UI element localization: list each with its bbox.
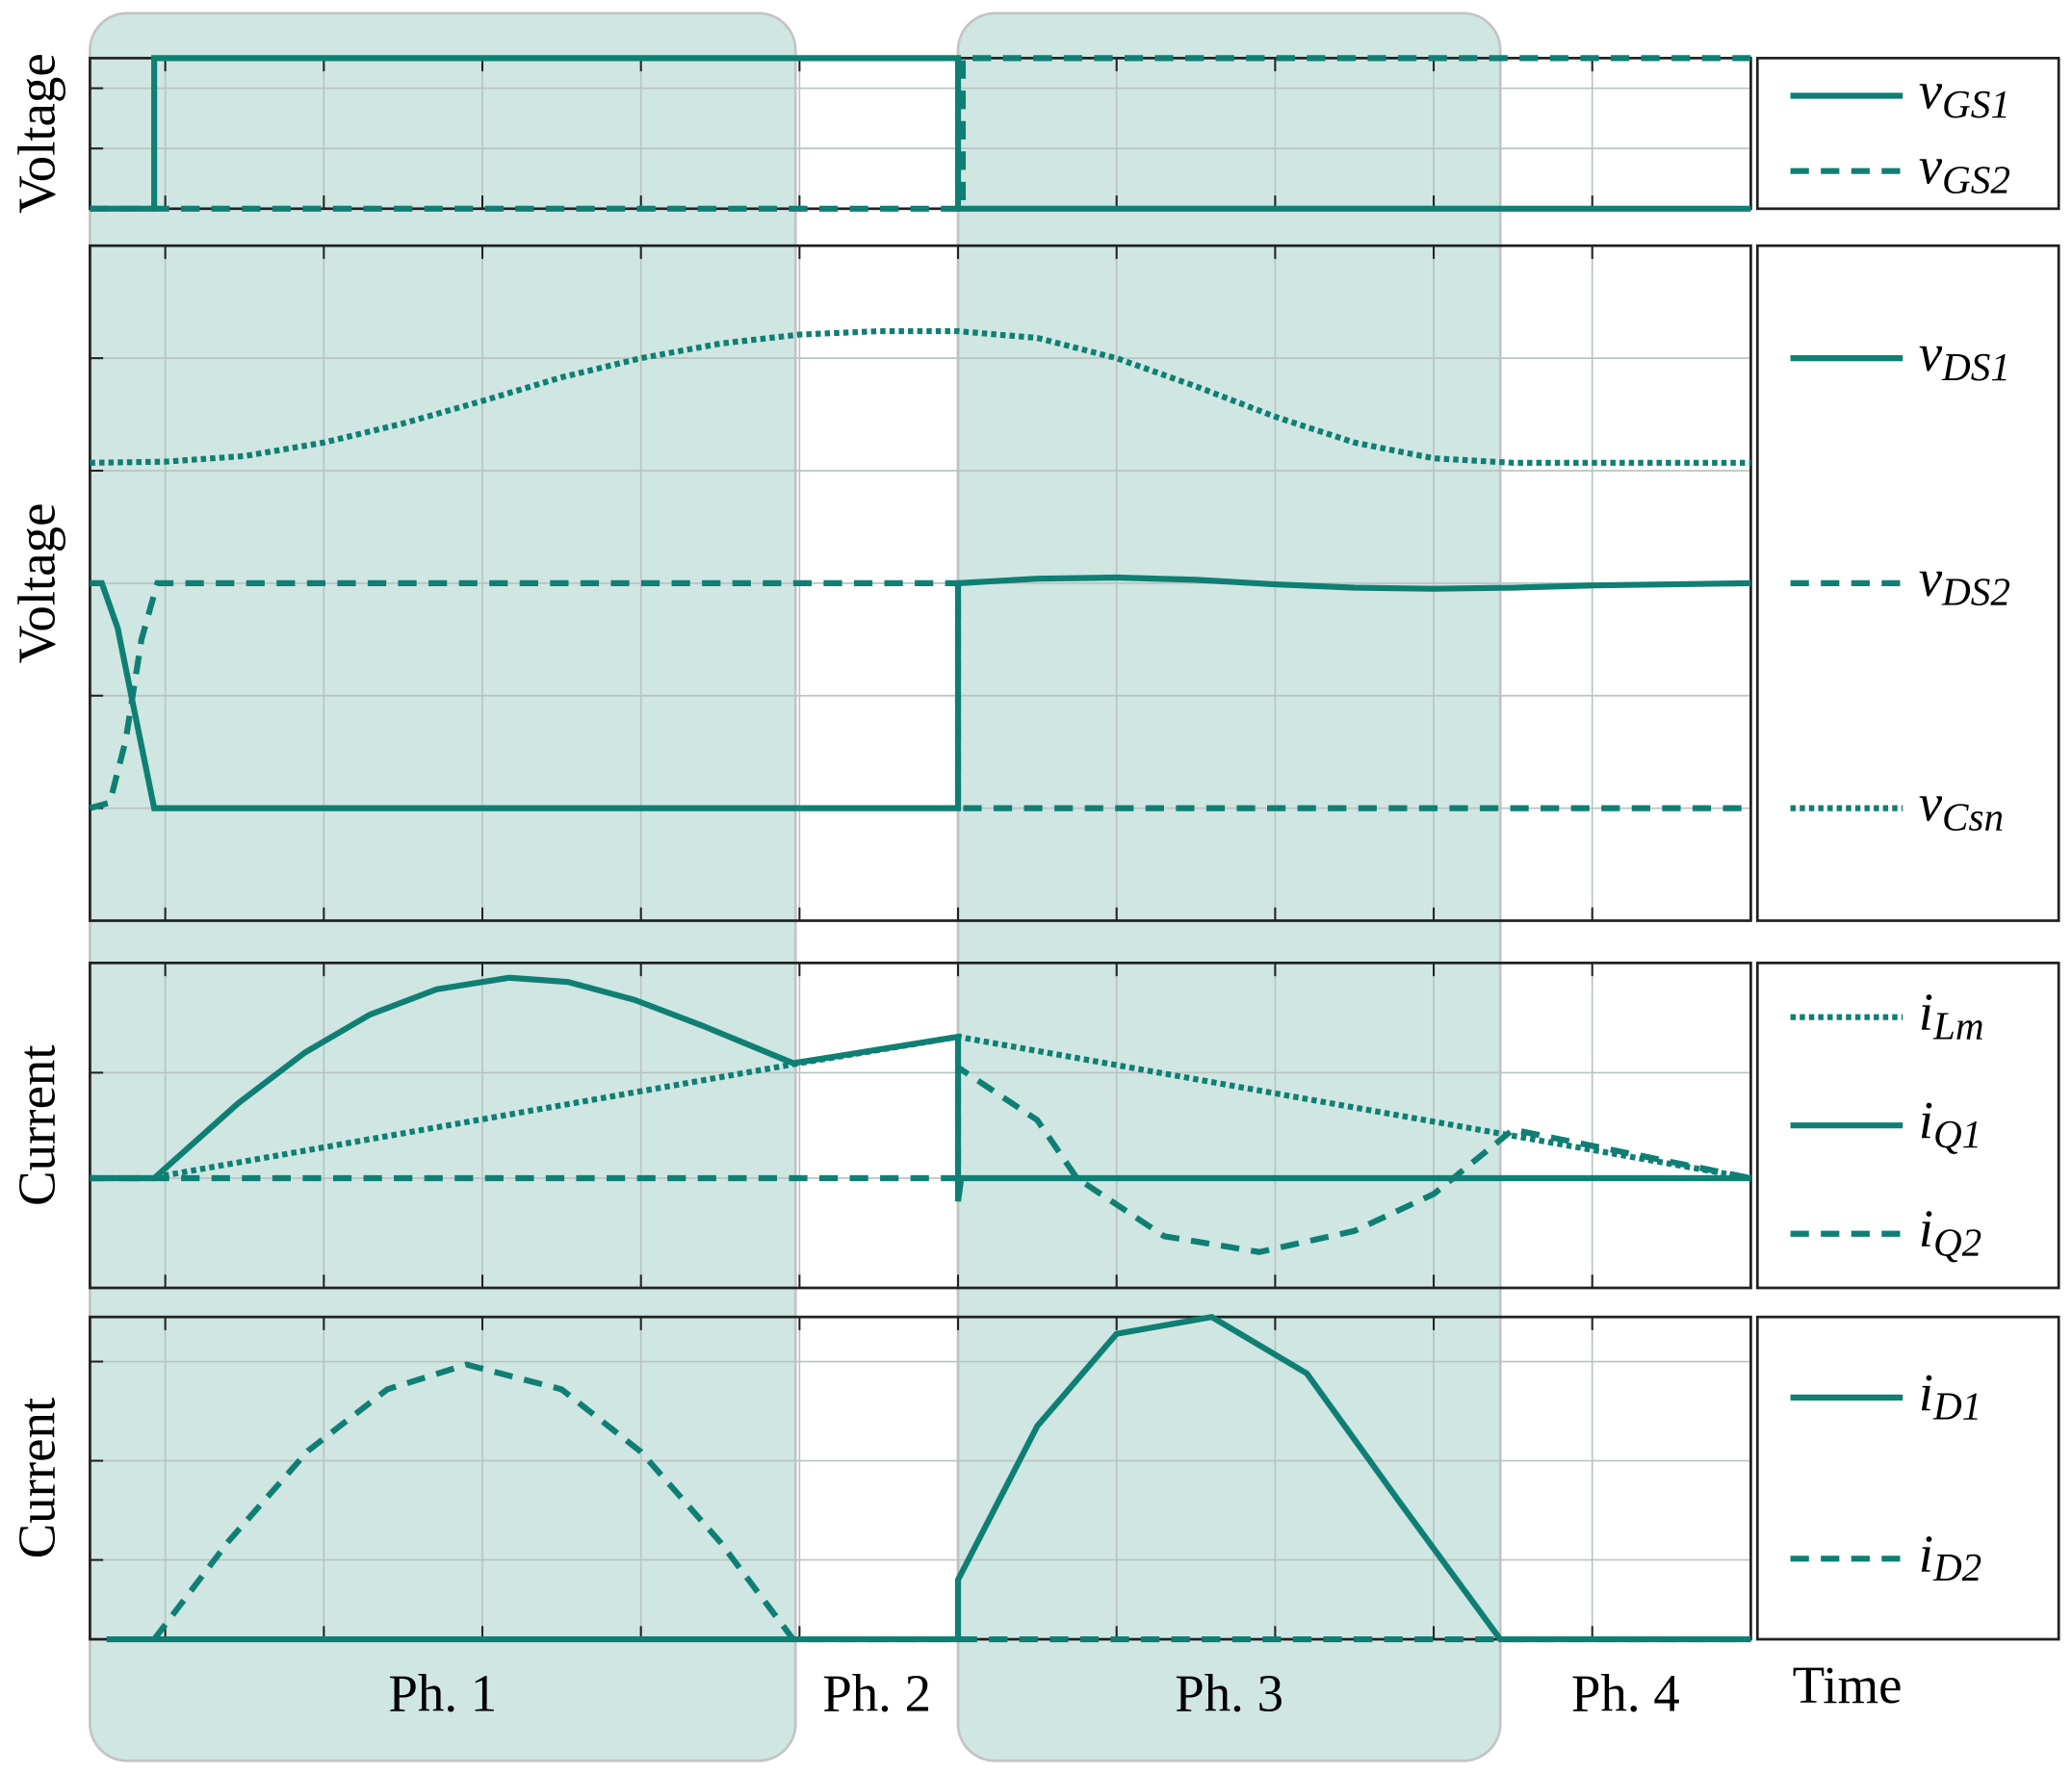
- phase-shade: [89, 12, 797, 1762]
- series-line: [90, 574, 1751, 811]
- y-axis-label: Current: [8, 1398, 66, 1559]
- panel: Voltage vDS1 vDS2 vCsn: [8, 244, 2060, 922]
- phase-label: Ph. 2: [822, 1663, 931, 1722]
- legend-label: vGS1: [1919, 61, 2010, 127]
- legend-box: [1755, 57, 2060, 211]
- legend-label: iQ2: [1919, 1198, 1982, 1265]
- phase-shade: [956, 12, 1502, 1762]
- panel: Current iLm iQ1 iQ2: [8, 962, 2060, 1290]
- plots: Voltage vGS1 vGS2 Voltage vDS1 vDS2 vCsn Curren…: [8, 53, 2060, 1643]
- series-line: [90, 327, 1751, 466]
- axes-frame: [89, 962, 1752, 1290]
- series-line: [90, 55, 1751, 212]
- legend-box: [1755, 1315, 2060, 1641]
- y-axis-label: Voltage: [8, 503, 66, 664]
- legend-label: iQ1: [1919, 1091, 1982, 1157]
- legend-label: vDS1: [1919, 323, 2010, 390]
- legend-label: iD1: [1919, 1362, 1982, 1428]
- series-line: [89, 579, 1751, 811]
- panel: Current iD1 iD2: [8, 1313, 2060, 1643]
- phase-label: Ph. 4: [1571, 1663, 1680, 1722]
- legend-label: vCsn: [1919, 773, 2004, 839]
- series-line: [151, 1361, 1751, 1643]
- series-line: [90, 1062, 1752, 1255]
- phase-shading: Ph. 1 Ph. 2 Ph. 3 Ph. 4: [89, 12, 1680, 1762]
- x-axis-label: Time: [1793, 1656, 1903, 1714]
- y-axis-label: Current: [8, 1044, 66, 1206]
- y-axis-label: Voltage: [8, 53, 66, 214]
- legend-label: iLm: [1919, 982, 1984, 1048]
- legend-label: vDS2: [1919, 548, 2010, 614]
- series-line: [106, 1313, 1751, 1643]
- legend-label: iD2: [1919, 1524, 1982, 1590]
- phase-label: Ph. 1: [388, 1663, 497, 1722]
- series-line: [90, 55, 1751, 212]
- legend-label: vGS2: [1919, 136, 2010, 202]
- panel: Voltage vGS1 vGS2: [8, 53, 2060, 214]
- phase-label: Ph. 3: [1175, 1663, 1283, 1722]
